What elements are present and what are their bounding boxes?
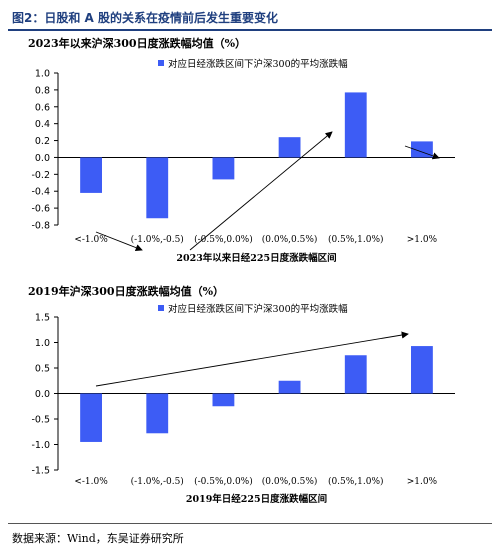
- y-tick-label: -0.5: [31, 415, 50, 426]
- y-tick-label: 0.8: [35, 85, 50, 96]
- y-tick-label: 0.6: [35, 102, 50, 113]
- bar: [80, 157, 103, 193]
- category-label: (0.5%,1.0%): [328, 234, 384, 245]
- y-tick-label: -0.6: [31, 204, 50, 215]
- legend-swatch: [158, 305, 164, 311]
- bar: [410, 346, 433, 394]
- bar: [212, 157, 235, 180]
- category-label: <-1.0%: [74, 235, 108, 245]
- bar: [344, 355, 367, 394]
- y-tick-label: -0.4: [31, 187, 50, 198]
- y-tick-label: 1.0: [35, 338, 50, 349]
- source-note: 数据来源：Wind，东吴证券研究所: [12, 532, 184, 545]
- legend-swatch: [158, 60, 164, 66]
- y-tick-label: 0.5: [35, 364, 50, 375]
- y-tick-label: 0.0: [35, 389, 50, 400]
- bar: [278, 380, 301, 394]
- chart-title: 2019年沪深300日度涨跌幅均值（%）: [28, 284, 224, 298]
- x-axis-label: 2019年日经225日度涨跌幅区间: [186, 493, 327, 505]
- bar: [146, 393, 169, 434]
- y-tick-label: 0.2: [35, 136, 50, 147]
- y-tick-label: -1.5: [31, 466, 50, 477]
- y-tick-label: -1.0: [31, 440, 50, 451]
- trend-arrow: [404, 145, 440, 160]
- trend-arrow: [189, 131, 333, 251]
- category-label: (0.0%,0.5%): [262, 234, 318, 245]
- category-label: (-1.0%,-0.5): [131, 476, 184, 487]
- bar: [80, 393, 103, 442]
- category-label: (-1.0%,-0.5): [131, 234, 184, 245]
- bar: [278, 137, 301, 158]
- category-label: <-1.0%: [74, 477, 108, 487]
- y-tick-label: 1.5: [35, 313, 50, 324]
- y-tick-label: 0.0: [35, 153, 50, 164]
- y-tick-label: 0.4: [35, 119, 50, 130]
- y-tick-label: 1.0: [35, 69, 50, 80]
- trend-arrow: [95, 231, 143, 252]
- x-axis-label: 2023年以来日经225日度涨跌幅区间: [176, 252, 336, 264]
- category-label: >1.0%: [407, 235, 438, 245]
- y-tick-label: -0.2: [31, 170, 50, 181]
- category-label: (-0.5%,0.0%): [194, 234, 253, 245]
- bar: [344, 92, 367, 158]
- chart-2019: 2019年沪深300日度涨跌幅均值（%） 1.5 1.0 0.5 0.0 -0.5 -1.0…: [28, 284, 455, 505]
- bar: [146, 157, 169, 219]
- y-tick-label: -0.8: [31, 221, 50, 232]
- title-rule: [8, 29, 492, 31]
- category-label: (0.0%,0.5%): [262, 476, 318, 487]
- chart-title: 2023年以来沪深300日度涨跌幅均值（%）: [28, 36, 246, 50]
- chart-2023: 2023年以来沪深300日度涨跌幅均值（%） 1.0 0.8 0.6 0.4 0.2 0.0…: [28, 36, 455, 264]
- category-label: (0.5%,1.0%): [328, 476, 384, 487]
- category-label: >1.0%: [407, 477, 438, 487]
- bar: [212, 393, 235, 407]
- figure-title: 图2：日股和 A 股的关系在疫情前后发生重要变化: [12, 11, 278, 25]
- category-label: (-0.5%,0.0%): [194, 476, 253, 487]
- trend-arrow: [95, 331, 409, 387]
- legend-label: 对应日经涨跌区间下沪深300的平均涨跌幅: [168, 303, 348, 315]
- legend-label: 对应日经涨跌区间下沪深300的平均涨跌幅: [168, 58, 348, 70]
- source-rule: [8, 523, 492, 524]
